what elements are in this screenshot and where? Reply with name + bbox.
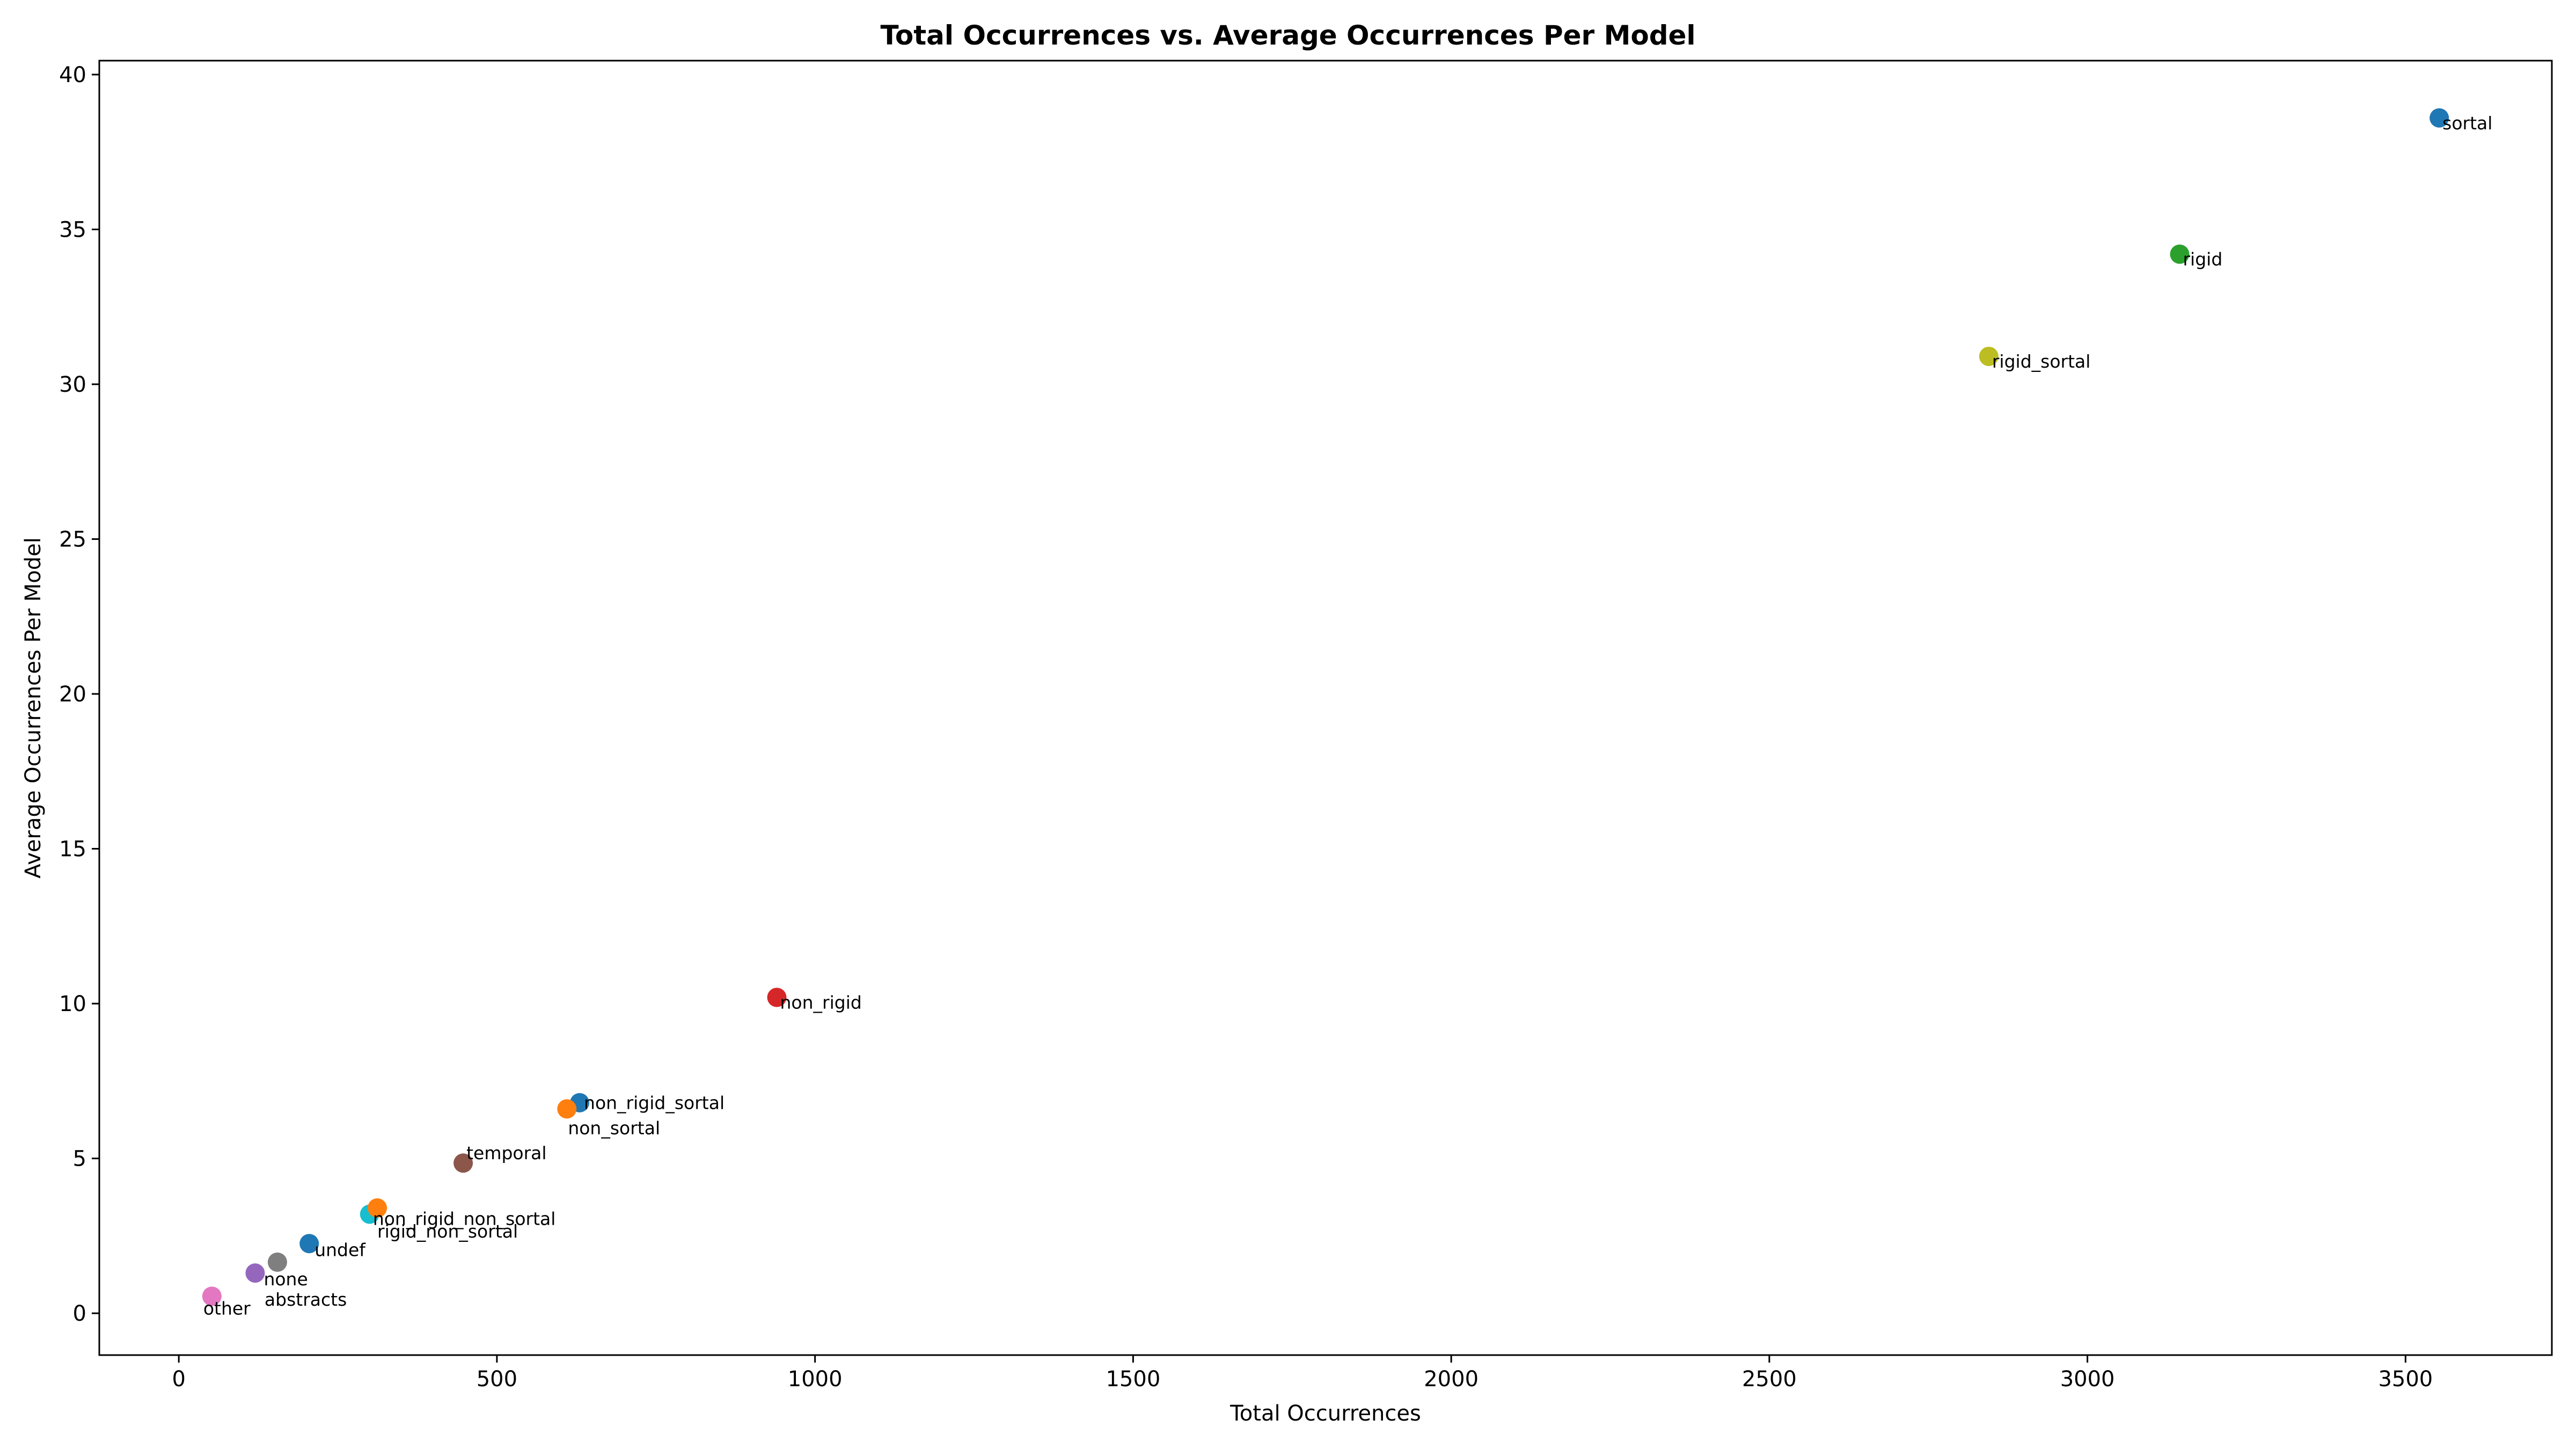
chart-title: Total Occurrences vs. Average Occurrence… (880, 20, 1695, 51)
data-point-rigid (2170, 244, 2190, 264)
data-point-sortal (2429, 108, 2449, 128)
y-tick-label: 15 (59, 837, 86, 862)
point-label-none: none (264, 1269, 308, 1290)
data-point-none (245, 1263, 265, 1283)
point-label-non_sortal: non_sortal (568, 1117, 660, 1138)
data-point-non_sortal (557, 1099, 577, 1119)
point-label-sortal: sortal (2442, 113, 2492, 134)
x-tick-label: 1500 (1106, 1367, 1160, 1392)
data-point-undef (299, 1234, 319, 1254)
y-tick-label: 10 (59, 992, 86, 1016)
y-tick-label: 30 (59, 372, 86, 397)
point-label-undef: undef (314, 1239, 366, 1260)
x-tick-label: 3000 (2060, 1367, 2115, 1392)
point-label-other: other (203, 1298, 251, 1319)
y-tick-label: 5 (73, 1147, 86, 1172)
point-label-non_rigid_sortal: non_rigid_sortal (584, 1093, 724, 1114)
x-tick-label: 1000 (788, 1367, 843, 1392)
data-point-abstracts (267, 1252, 287, 1272)
y-axis-label: Average Occurrences Per Model (21, 537, 46, 879)
point-label-abstracts: abstracts (265, 1289, 347, 1310)
data-point-non_rigid (767, 987, 787, 1007)
x-tick-label: 0 (172, 1367, 185, 1392)
y-tick-label: 20 (59, 682, 86, 707)
point-label-non_rigid: non_rigid (780, 992, 862, 1013)
y-tick-label: 25 (59, 528, 86, 552)
data-point-other (202, 1286, 222, 1306)
data-point-temporal (453, 1153, 473, 1173)
x-tick-label: 3500 (2378, 1367, 2433, 1392)
point-label-temporal: temporal (466, 1143, 546, 1163)
data-point-rigid_sortal (1979, 347, 1999, 367)
data-point-rigid_non_sortal (368, 1198, 387, 1218)
y-tick-label: 35 (59, 217, 86, 242)
plot-frame (98, 60, 2553, 1356)
plot-area: 0 500 1000 1500 2000 2500 3000 3500 0 5 10 15 20 25 30… (59, 63, 2492, 1392)
y-tick-label: 40 (59, 63, 86, 87)
x-tick-label: 2000 (1424, 1367, 1479, 1392)
point-label-non_rigid_non_sortal: non_rigid_non_sortal (373, 1208, 556, 1229)
point-label-rigid_sortal: rigid_sortal (1992, 351, 2091, 372)
point-label-rigid_non_sortal: rigid_non_sortal (377, 1221, 518, 1242)
y-tick-label: 0 (73, 1301, 86, 1326)
x-axis-label: Total Occurrences (1230, 1401, 1421, 1426)
point-label-rigid: rigid (2183, 249, 2222, 270)
x-tick-label: 2500 (1742, 1367, 1797, 1392)
x-tick-label: 500 (477, 1367, 517, 1392)
